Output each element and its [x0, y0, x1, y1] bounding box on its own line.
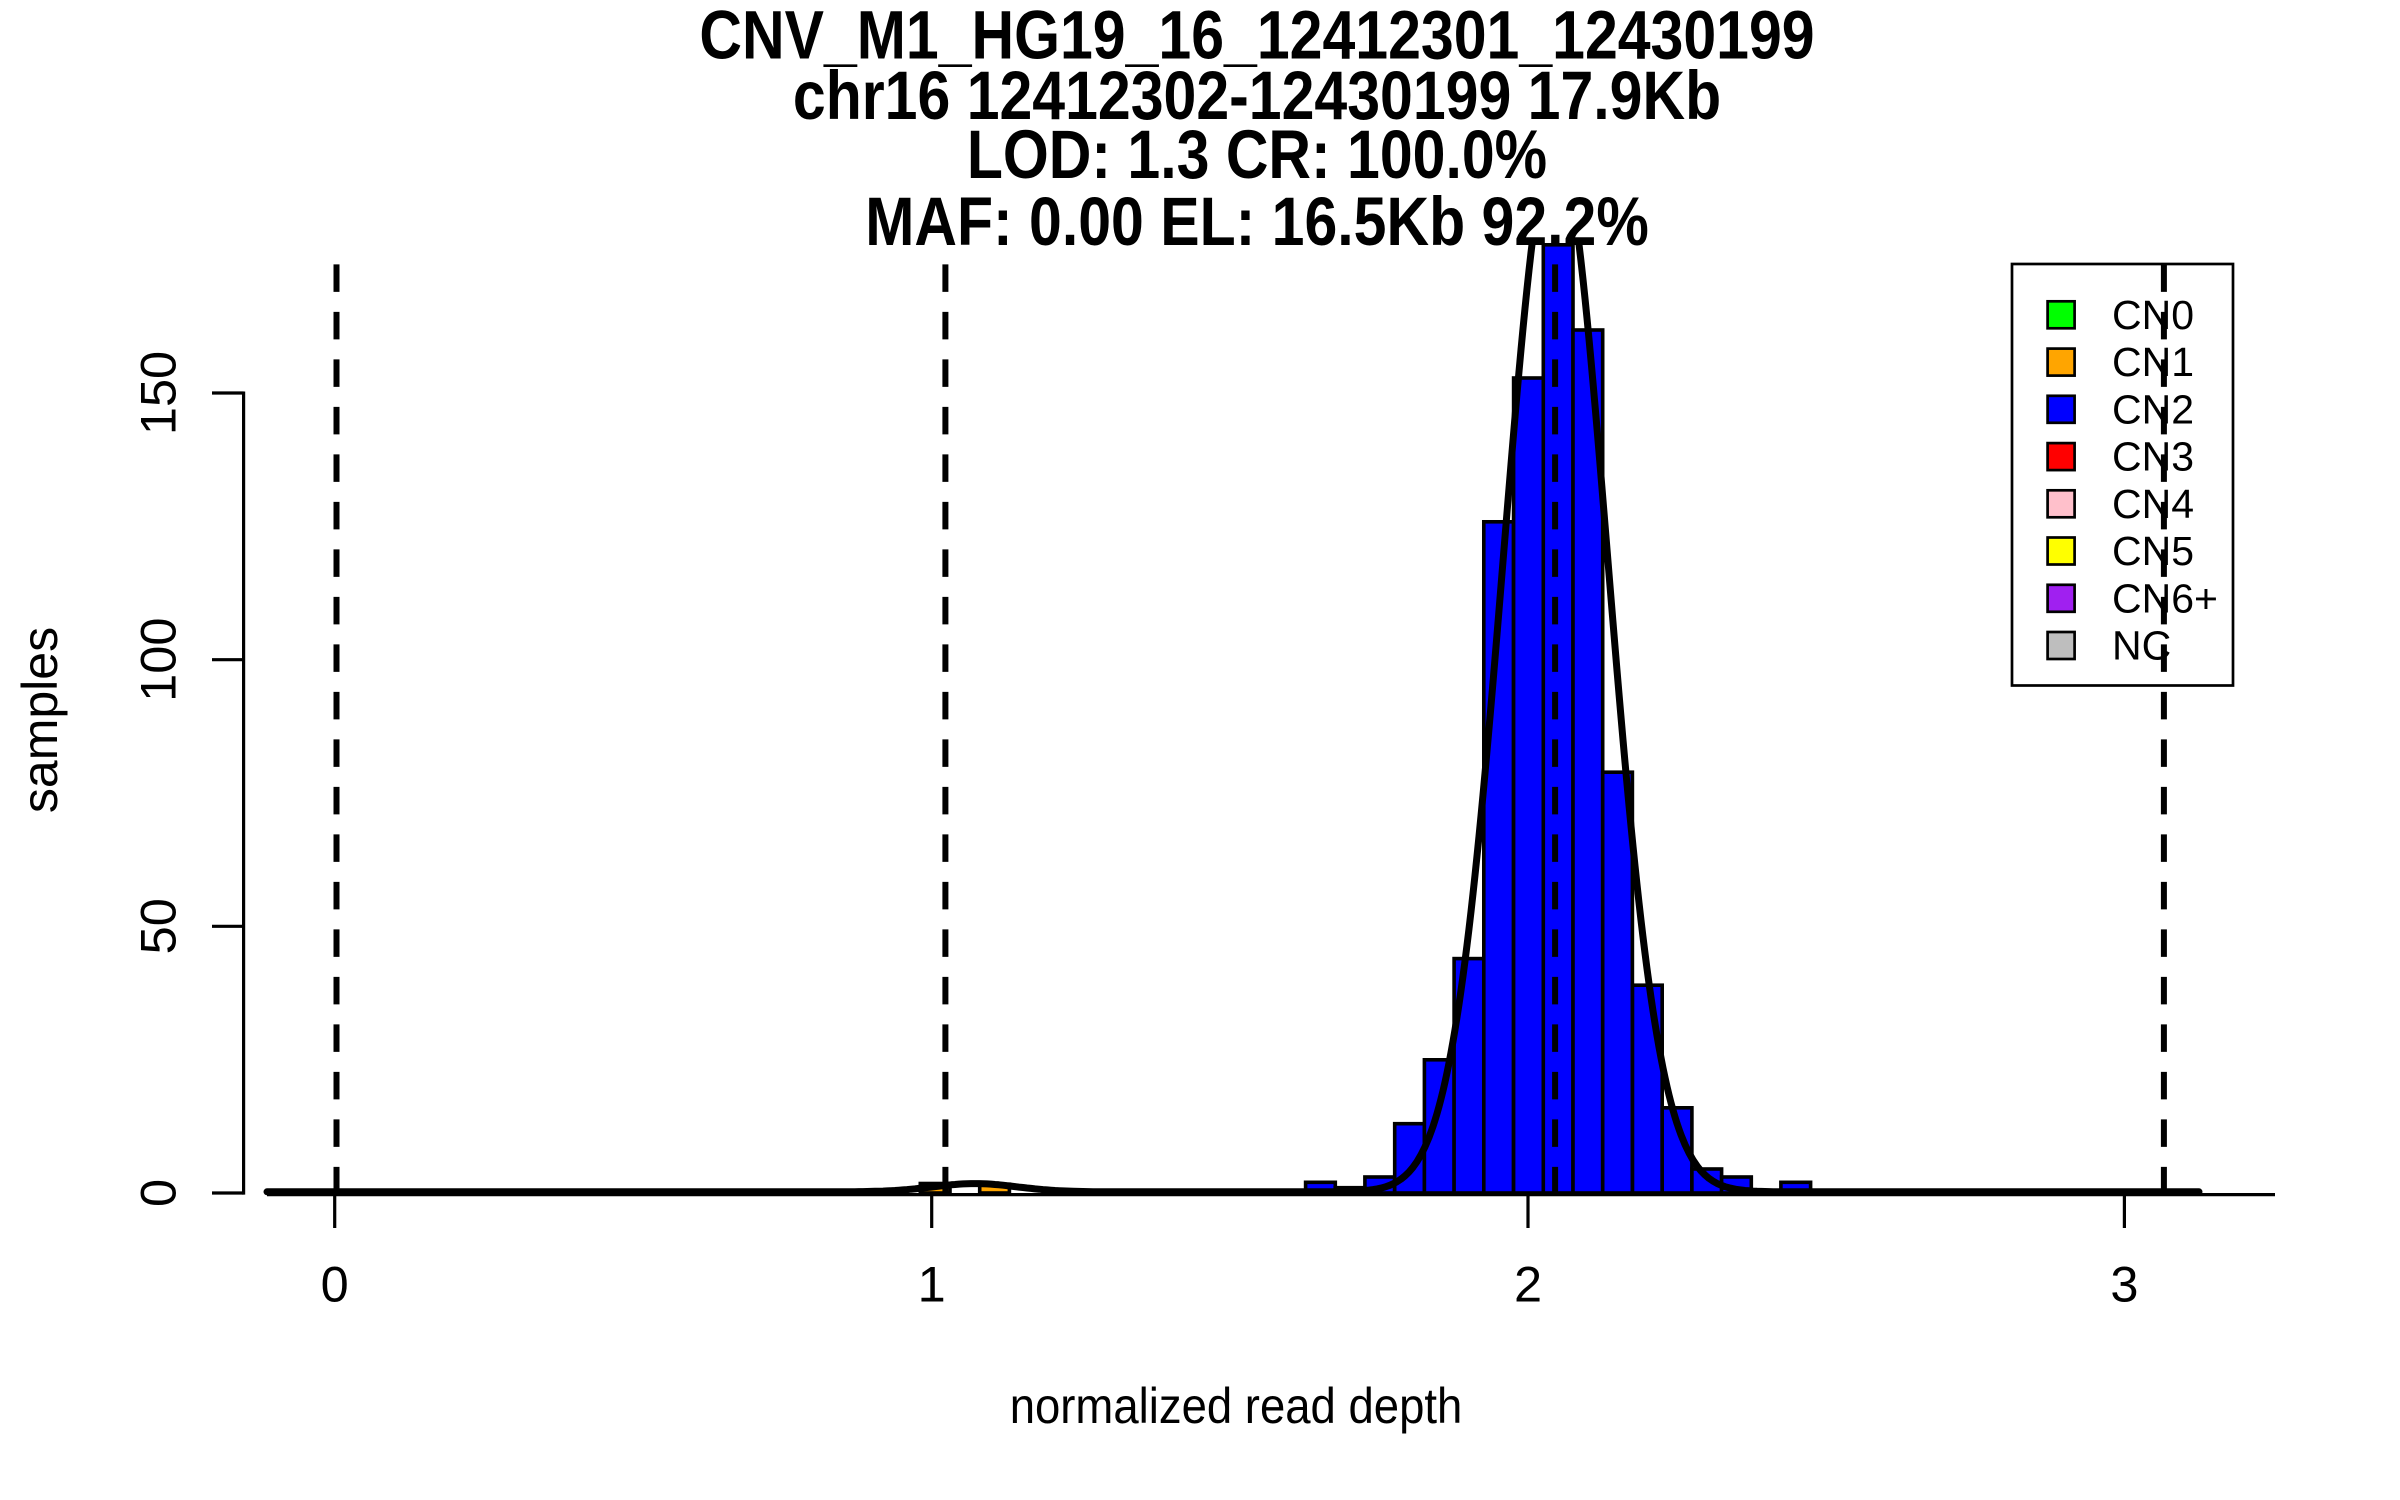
svg-text:3: 3 — [2110, 1256, 2138, 1313]
svg-text:samples: samples — [12, 627, 68, 813]
svg-text:0: 0 — [321, 1256, 349, 1313]
svg-text:CN4: CN4 — [2112, 481, 2194, 527]
svg-text:0: 0 — [130, 1179, 187, 1207]
svg-text:CN2: CN2 — [2112, 386, 2194, 432]
svg-text:CN5: CN5 — [2112, 528, 2194, 574]
svg-text:1: 1 — [918, 1256, 946, 1313]
svg-text:150: 150 — [130, 351, 187, 435]
svg-text:100: 100 — [130, 618, 187, 702]
svg-text:normalized read depth: normalized read depth — [1010, 1379, 1463, 1434]
svg-text:2: 2 — [1514, 1256, 1542, 1313]
svg-text:chr16 12412302-12430199 17.9Kb: chr16 12412302-12430199 17.9Kb — [793, 57, 1721, 134]
svg-text:CN3: CN3 — [2112, 434, 2194, 480]
svg-text:50: 50 — [130, 898, 187, 954]
svg-text:CN0: CN0 — [2112, 292, 2194, 338]
svg-text:CN1: CN1 — [2112, 339, 2194, 385]
svg-text:CNV_M1_HG19_16_12412301_124301: CNV_M1_HG19_16_12412301_12430199 — [699, 0, 1814, 74]
svg-text:MAF: 0.00 EL: 16.5Kb 92.2%: MAF: 0.00 EL: 16.5Kb 92.2% — [865, 183, 1649, 260]
svg-text:LOD: 1.3 CR: 100.0%: LOD: 1.3 CR: 100.0% — [967, 116, 1547, 193]
